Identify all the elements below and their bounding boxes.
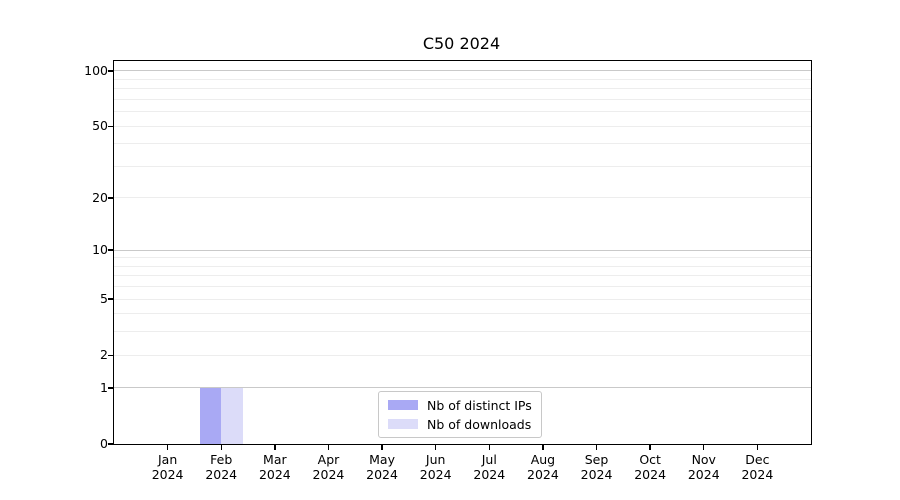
x-axis-tick — [488, 445, 490, 450]
x-tick-label: Oct 2024 — [634, 452, 667, 482]
x-axis-tick — [220, 445, 222, 450]
y-tick-label: 1 — [100, 379, 108, 395]
x-axis-tick — [756, 445, 759, 450]
gridline-major — [114, 249, 811, 251]
gridline-minor — [114, 354, 811, 356]
plot-area: Nb of distinct IPs Nb of downloads 100 50… — [84, 60, 812, 482]
y-axis-tick — [108, 354, 113, 356]
y-tick-label: 5 — [100, 291, 108, 307]
legend-row-downloads: Nb of downloads — [388, 416, 532, 432]
x-tick-label: Jul 2024 — [473, 452, 506, 482]
gridline-minor — [114, 257, 811, 259]
x-tick-label: Jan 2024 — [151, 452, 184, 482]
gridline-minor — [114, 111, 811, 113]
gridline-minor — [114, 98, 811, 100]
x-axis-tick — [542, 445, 544, 450]
y-axis-tick — [108, 70, 113, 72]
gridline-minor — [114, 88, 811, 90]
bar-distinct-ips — [199, 387, 222, 444]
legend-swatch-downloads — [388, 419, 418, 429]
gridline-minor — [114, 78, 811, 80]
x-axis-tick — [166, 445, 169, 450]
y-axis-tick — [108, 443, 113, 445]
gridline-minor — [114, 265, 811, 267]
gridline-minor — [114, 286, 811, 288]
legend-label-downloads: Nb of downloads — [427, 416, 532, 432]
legend: Nb of distinct IPs Nb of downloads — [378, 391, 542, 438]
gridline-minor — [114, 125, 811, 127]
gridline-minor — [114, 165, 811, 167]
y-tick-label: 100 — [84, 62, 108, 78]
x-axis-tick — [649, 445, 651, 450]
x-axis-tick — [274, 445, 276, 450]
x-tick-label: Apr 2024 — [312, 452, 345, 482]
x-tick-label: Dec 2024 — [741, 452, 774, 482]
gridline-major — [114, 70, 811, 72]
y-axis-tick — [108, 125, 113, 127]
bar-downloads — [221, 387, 243, 444]
y-tick-label: 20 — [92, 189, 108, 205]
x-axis-tick — [703, 445, 705, 450]
gridline-minor — [114, 298, 811, 300]
y-axis-tick — [108, 197, 113, 199]
gridline-minor — [114, 275, 811, 277]
x-tick-label: Feb 2024 — [205, 452, 238, 482]
legend-swatch-distinct-ips — [388, 400, 418, 410]
y-tick-label: 50 — [92, 118, 108, 134]
x-tick-label: Aug 2024 — [527, 452, 559, 482]
y-tick-label: 0 — [100, 436, 108, 451]
gridline-minor — [114, 313, 811, 315]
gridline-minor — [114, 331, 811, 333]
x-axis-tick — [381, 445, 383, 450]
x-axis-tick — [327, 445, 330, 450]
x-tick-label: Nov 2024 — [687, 452, 720, 482]
chart-title: C50 2024 — [422, 34, 501, 53]
y-axis-tick — [108, 249, 113, 251]
gridline-minor — [114, 143, 811, 145]
x-tick-label: Jun 2024 — [419, 452, 452, 482]
x-axis-tick — [434, 445, 437, 450]
y-axis-tick — [108, 387, 113, 389]
y-tick-label: 10 — [92, 242, 108, 258]
x-tick-label: Mar 2024 — [258, 452, 291, 482]
x-axis-tick — [595, 445, 598, 450]
gridline-major — [114, 387, 811, 389]
legend-row-distinct-ips: Nb of distinct IPs — [388, 397, 532, 413]
y-axis-tick — [108, 298, 113, 300]
gridline-minor — [114, 197, 811, 199]
x-tick-label: Sep 2024 — [580, 452, 613, 482]
x-tick-label: May 2024 — [366, 452, 398, 482]
legend-label-distinct-ips: Nb of distinct IPs — [427, 397, 532, 413]
y-tick-label: 2 — [100, 347, 108, 363]
